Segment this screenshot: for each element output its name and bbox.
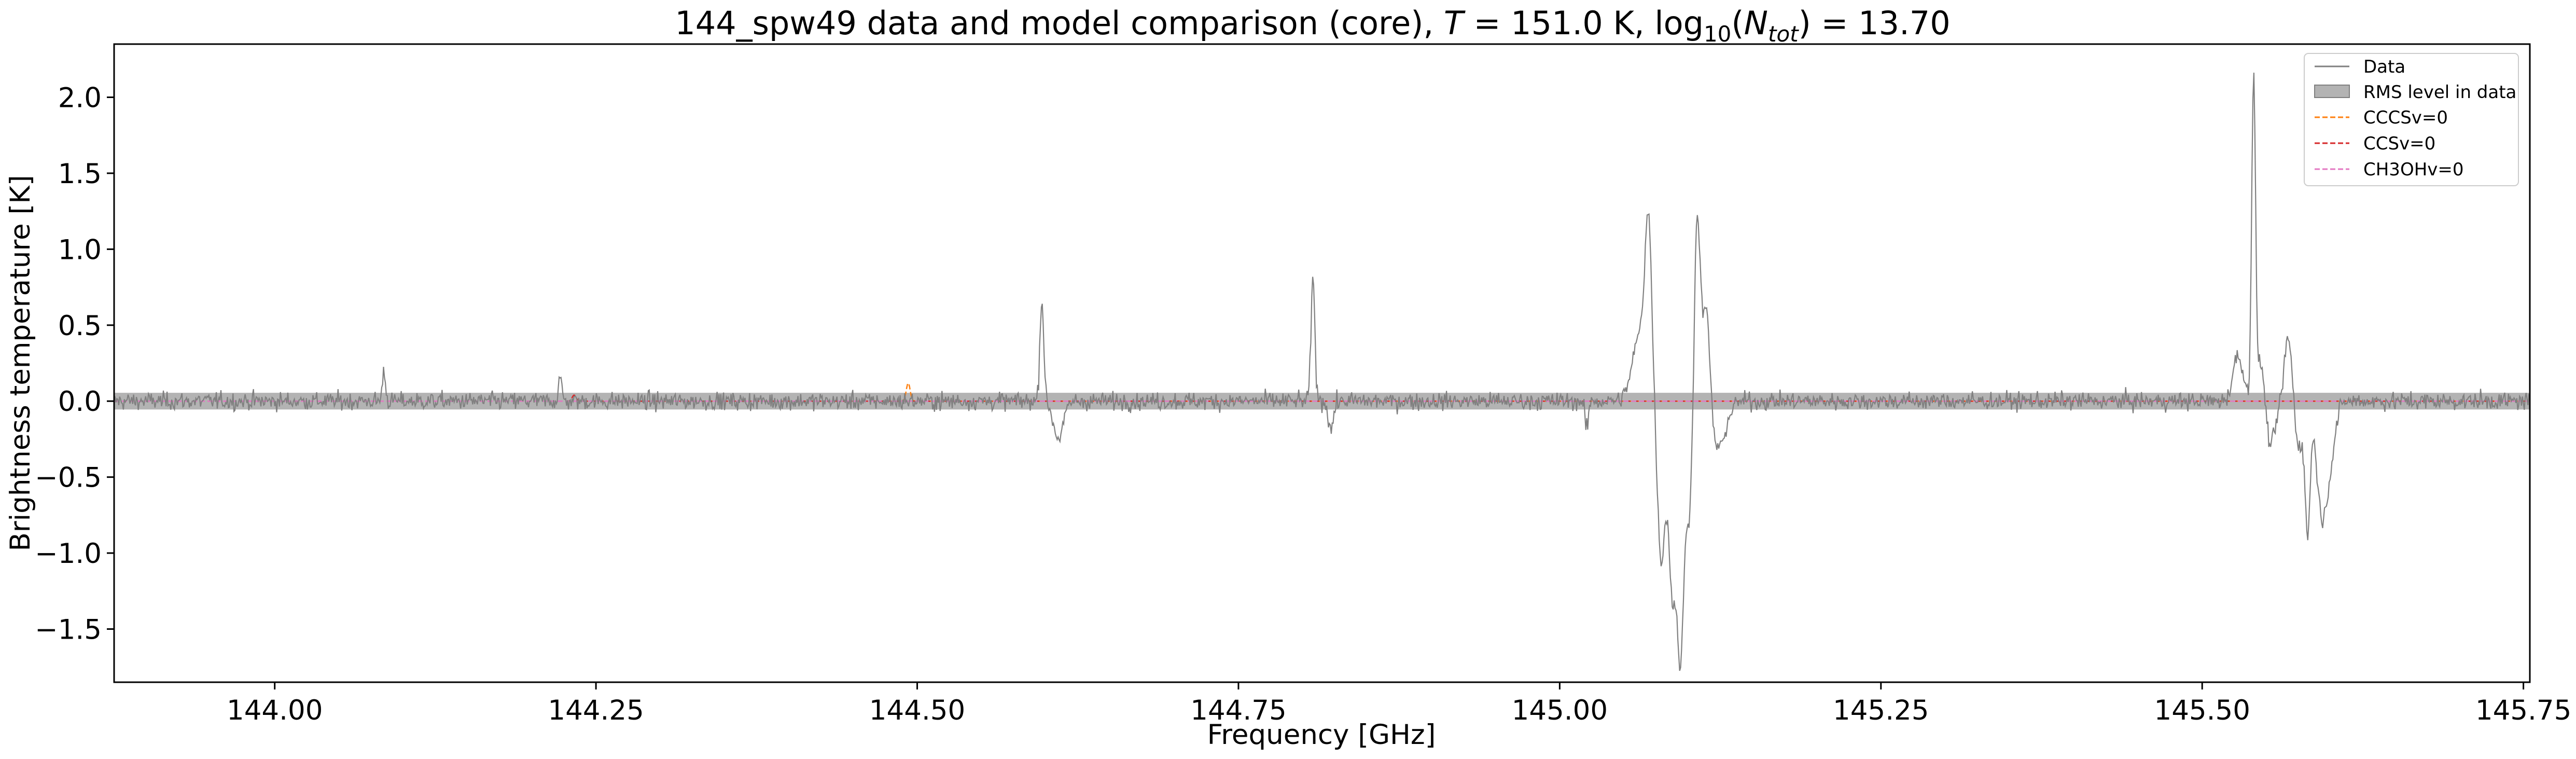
legend-rms-label: RMS level in data bbox=[2363, 82, 2516, 103]
legend-box bbox=[2304, 53, 2519, 186]
plot-frame bbox=[113, 43, 2531, 683]
x-tick-label: 145.25 bbox=[1833, 695, 1929, 726]
x-tick-label: 145.75 bbox=[2475, 695, 2571, 726]
series-data bbox=[114, 73, 2530, 671]
x-tick-label: 145.50 bbox=[2154, 695, 2250, 726]
legend-ccs-label: CCSv=0 bbox=[2363, 133, 2435, 154]
legend-cccs-label: CCCSv=0 bbox=[2363, 107, 2448, 128]
y-tick-label: −1.5 bbox=[35, 614, 102, 646]
x-axis: 144.00 144.25 144.50 144.75 145.00 145.25 145.… bbox=[227, 682, 2571, 726]
y-tick-label: 1.0 bbox=[58, 234, 102, 266]
y-axis-label: Brightness temperature [K] bbox=[5, 175, 36, 551]
legend: Data RMS level in data CCCSv=0 CCSv=0 CH… bbox=[2304, 53, 2519, 186]
x-tick-label: 144.00 bbox=[227, 695, 323, 726]
y-tick-label: −0.5 bbox=[35, 462, 102, 494]
x-tick-label: 144.25 bbox=[548, 695, 644, 726]
x-tick-label: 144.75 bbox=[1190, 695, 1286, 726]
y-tick-label: 0.5 bbox=[58, 310, 102, 342]
series-layer bbox=[114, 73, 2530, 671]
x-tick-label: 145.00 bbox=[1512, 695, 1608, 726]
x-axis-label: Frequency [GHz] bbox=[1207, 719, 1436, 751]
legend-ch3oh-label: CH3OHv=0 bbox=[2363, 159, 2464, 180]
x-tick-label: 144.50 bbox=[869, 695, 965, 726]
legend-rms-swatch bbox=[2314, 85, 2350, 98]
y-tick-label: −1.0 bbox=[35, 538, 102, 570]
legend-data-label: Data bbox=[2363, 57, 2405, 77]
y-tick-label: 2.0 bbox=[58, 82, 102, 114]
chart-title: 144_spw49 data and model comparison (cor… bbox=[675, 4, 1950, 47]
y-tick-label: 0.0 bbox=[58, 386, 102, 418]
y-tick-label: 1.5 bbox=[58, 158, 102, 190]
y-axis: −1.5 −1.0 −0.5 0.0 0.5 1.0 1.5 2.0 bbox=[35, 82, 114, 646]
